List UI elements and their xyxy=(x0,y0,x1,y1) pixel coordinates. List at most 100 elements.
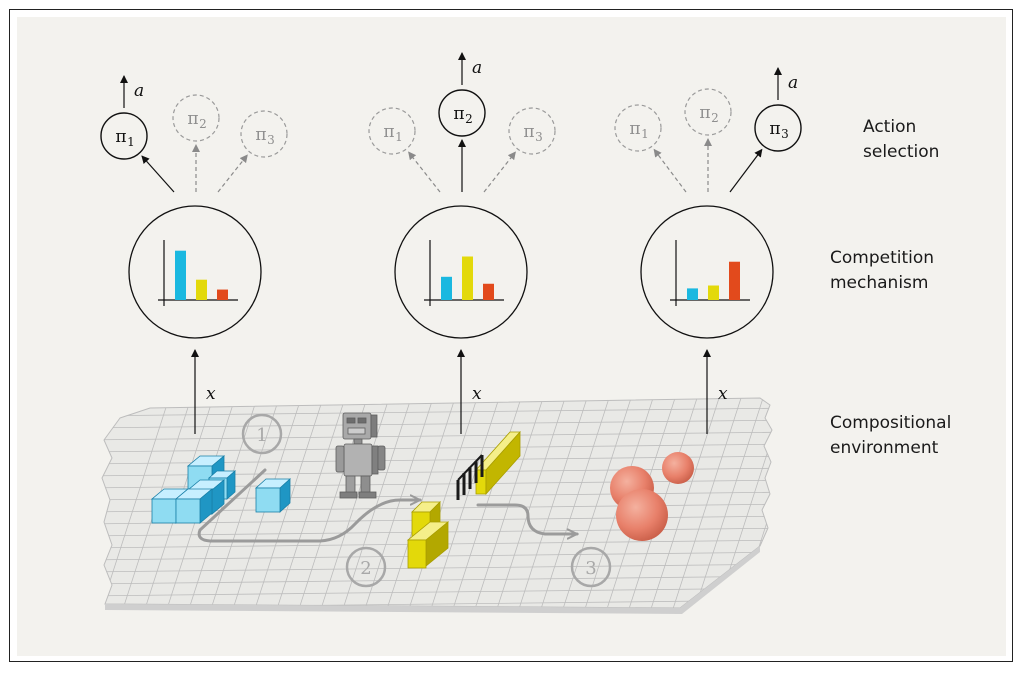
policy-circle xyxy=(240,110,288,158)
policy-subscript: 3 xyxy=(535,130,543,144)
action-symbol: a xyxy=(472,58,482,78)
competition-bar-1 xyxy=(441,276,452,300)
policy-subscript: 3 xyxy=(781,127,789,141)
policy-circle xyxy=(172,94,220,142)
policy-column-1: π 1aπ 2π 3x xyxy=(100,75,288,434)
grid-line xyxy=(429,398,501,608)
observation-symbol: x xyxy=(206,384,216,404)
competition-label-line2: mechanism xyxy=(830,273,928,293)
policy-subscript: 1 xyxy=(641,127,649,141)
policy-label: π xyxy=(453,104,464,124)
policy-circle xyxy=(368,107,416,155)
sphere-objects xyxy=(610,452,694,541)
task-marker-2: 2 xyxy=(345,546,387,588)
action-symbol: a xyxy=(134,81,144,101)
policy-subscript: 2 xyxy=(199,117,207,131)
policy-subscript: 2 xyxy=(465,112,473,126)
grid-line xyxy=(363,398,435,608)
competition-bar-1 xyxy=(687,288,698,300)
grid-line xyxy=(341,398,413,608)
trajectory-path xyxy=(197,468,577,543)
policy-subscript: 1 xyxy=(127,135,135,149)
policy-circle xyxy=(684,88,732,136)
policy-subscript: 1 xyxy=(395,130,403,144)
task-marker-1: 1 xyxy=(241,413,283,455)
policy-column-2: π 1π 2aπ 3x xyxy=(368,52,556,434)
policy-label: π xyxy=(115,127,126,147)
task-marker-3: 3 xyxy=(570,546,612,588)
policy-label: π xyxy=(769,119,780,139)
policy-arrow xyxy=(483,151,516,193)
sphere xyxy=(662,452,694,484)
grid-line xyxy=(102,587,772,597)
policy-label: π xyxy=(187,109,198,129)
policy-circle xyxy=(100,112,148,160)
yellow-obstacle xyxy=(406,430,521,569)
policy-subscript: 2 xyxy=(711,111,719,125)
competition-bar-3 xyxy=(729,261,740,300)
competition-bar-1 xyxy=(175,250,186,300)
grid-line xyxy=(209,398,281,608)
competition-bar-3 xyxy=(483,283,494,300)
policy-label: π xyxy=(523,122,534,142)
policy-arrow xyxy=(217,154,248,193)
robot-agent xyxy=(335,412,386,499)
competition-bubble xyxy=(394,205,528,339)
sphere xyxy=(616,489,668,541)
policy-circle xyxy=(754,104,802,152)
competition-bar-2 xyxy=(708,285,719,300)
policy-arrow xyxy=(408,151,441,193)
policy-circle xyxy=(508,107,556,155)
grid-line xyxy=(693,398,765,608)
competition-bar-3 xyxy=(217,289,228,300)
policy-label: π xyxy=(255,125,266,145)
grid-line xyxy=(102,419,772,429)
row-labels: Action selection Competition mechanism C… xyxy=(830,117,951,458)
policy-arrow xyxy=(141,155,175,193)
policy-column-3: π 1π 2π 3ax xyxy=(614,67,802,434)
environment-label-line1: Compositional xyxy=(830,413,951,433)
policy-columns: π 1aπ 2π 3xπ 1π 2aπ 3xπ 1π 2π 3ax xyxy=(100,52,802,434)
observation-symbol: x xyxy=(472,384,482,404)
competition-label-line1: Competition xyxy=(830,248,934,268)
competition-bar-2 xyxy=(462,256,473,300)
policy-label: π xyxy=(699,103,710,123)
action-label-line2: selection xyxy=(863,142,939,162)
competition-bubble xyxy=(640,205,774,339)
cube-block xyxy=(254,478,292,513)
grid-line xyxy=(671,398,743,608)
grid-line xyxy=(102,398,171,608)
task-marker-1-label: 1 xyxy=(256,425,267,446)
policy-circle xyxy=(438,89,486,137)
observation-symbol: x xyxy=(718,384,728,404)
grid-line xyxy=(539,398,611,608)
grid-line xyxy=(319,398,391,608)
policy-label: π xyxy=(629,119,640,139)
grid-line xyxy=(649,398,721,608)
grid-line xyxy=(102,407,772,417)
grid-line xyxy=(517,398,589,608)
action-symbol: a xyxy=(788,73,798,93)
task-marker-2-label: 2 xyxy=(360,558,371,579)
floor-edge xyxy=(105,546,760,614)
striped-gate xyxy=(456,454,484,500)
environment-label-line2: environment xyxy=(830,438,939,458)
grid-line xyxy=(275,398,347,608)
grid-line xyxy=(495,398,567,608)
policy-label: π xyxy=(383,122,394,142)
cube-block xyxy=(174,488,214,524)
competition-bar-2 xyxy=(196,279,207,300)
task-marker-3-label: 3 xyxy=(585,558,596,579)
cube-blocks xyxy=(150,455,292,524)
task-markers: 1 2 3 xyxy=(241,413,612,588)
action-label-line1: Action xyxy=(863,117,916,137)
